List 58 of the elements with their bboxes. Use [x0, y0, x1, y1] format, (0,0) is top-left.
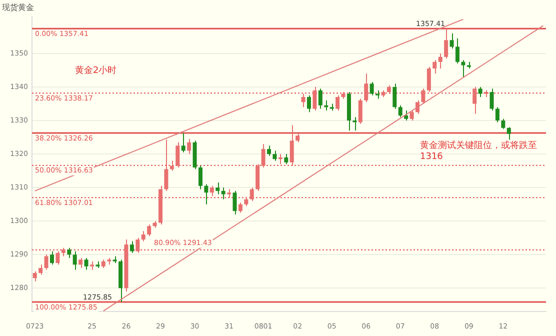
candlestick — [410, 110, 414, 122]
candlestick — [272, 150, 277, 162]
candlestick — [358, 98, 362, 124]
candlestick — [506, 126, 511, 140]
candlestick — [256, 164, 260, 192]
candlestick — [221, 187, 226, 200]
candlestick — [455, 38, 460, 64]
candlestick — [450, 32, 454, 49]
candlestick — [318, 88, 322, 110]
candlestick — [392, 83, 397, 110]
candlestick — [130, 240, 134, 254]
candlestick — [404, 110, 408, 122]
annotation: 黄金2小时 — [75, 64, 117, 76]
candlestick — [176, 142, 180, 168]
candlestick — [370, 81, 374, 96]
candlestick — [210, 185, 214, 196]
candlestick — [84, 257, 88, 270]
candlestick — [312, 86, 317, 111]
candlestick — [290, 124, 294, 166]
candlestick — [181, 132, 186, 153]
candlestick — [438, 52, 442, 70]
candlestick — [216, 182, 220, 195]
candlestick — [72, 250, 77, 270]
candlestick — [426, 66, 431, 93]
candlestick — [261, 143, 266, 168]
candlestick — [204, 184, 208, 205]
candlestick — [147, 224, 152, 237]
candlestick — [232, 190, 237, 215]
annotation: 黄金测试关键阻位，或将跌至1316 — [420, 140, 537, 162]
candlestick — [432, 60, 437, 74]
candlestick — [267, 145, 272, 156]
candlestick — [187, 138, 192, 155]
candlestick — [44, 254, 48, 270]
candlestick — [444, 28, 448, 60]
candlestick — [56, 250, 60, 266]
candlestick — [398, 104, 402, 118]
candlestick — [67, 247, 72, 258]
candlestick — [490, 88, 494, 111]
candlestick — [501, 118, 506, 130]
candlestick — [250, 187, 254, 202]
candlestick — [78, 257, 83, 269]
candlestick — [495, 106, 500, 123]
candlestick — [478, 86, 482, 98]
candlestick — [364, 73, 368, 103]
candlestick — [284, 154, 288, 165]
candlestick — [421, 88, 426, 104]
candlestick — [336, 94, 340, 111]
candlestick — [306, 94, 311, 113]
candlestick — [472, 86, 477, 114]
candlestick — [38, 264, 43, 276]
candlestick — [32, 270, 37, 282]
candlestick — [141, 230, 146, 242]
candlestick — [50, 250, 54, 266]
candlestick — [238, 202, 242, 214]
chart-title: 现货黄金 — [2, 2, 34, 12]
candlestick — [301, 93, 306, 108]
candlestick — [198, 165, 202, 190]
candlestick — [136, 237, 140, 254]
